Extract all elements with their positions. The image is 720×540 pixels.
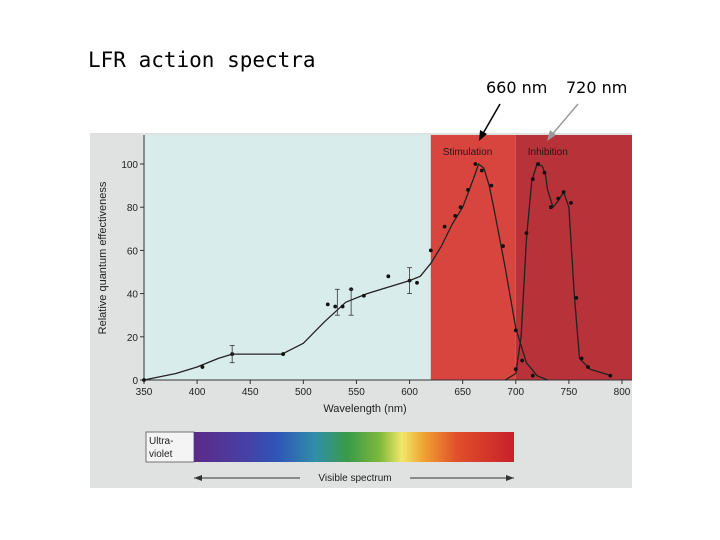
- series-2-point: [574, 296, 579, 300]
- series-2-point: [556, 196, 561, 201]
- x-tick-label: 550: [348, 387, 365, 398]
- series-2-point: [542, 170, 547, 175]
- x-tick-label: 750: [561, 387, 578, 398]
- series-1-line: [143, 163, 548, 381]
- x-axis-title: Wavelength (nm): [323, 403, 406, 415]
- arrow-720nm: [549, 103, 579, 138]
- series-1-point: [473, 162, 478, 166]
- series-1-point: [325, 302, 330, 307]
- arrow-660nm: [480, 103, 501, 138]
- series-1-point: [466, 188, 470, 192]
- series-1-point: [200, 365, 205, 369]
- series-1-point: [479, 168, 484, 173]
- series-2-point: [608, 373, 613, 378]
- series-1-point: [333, 304, 338, 309]
- x-tick-label: 700: [507, 387, 524, 398]
- series-1-point: [520, 358, 525, 363]
- x-tick-label: 800: [614, 387, 631, 398]
- visible-spectrum-label: Visible spectrum: [318, 473, 391, 484]
- series-1-point: [428, 248, 433, 253]
- x-tick-label: 650: [454, 387, 471, 398]
- visible-label-bg: [300, 469, 410, 485]
- uv-band: [145, 431, 195, 463]
- arrow-720nm-head: [547, 130, 556, 141]
- arrow-right-head: [506, 475, 514, 481]
- y-tick-label: 80: [127, 203, 139, 214]
- series-1-point: [340, 304, 345, 309]
- series-2-point: [579, 356, 584, 361]
- y-axis-title: Relative quantum effectiveness: [97, 181, 109, 334]
- x-tick-label: 350: [136, 387, 153, 398]
- series-2-point: [513, 367, 518, 372]
- series-1-point: [501, 244, 505, 248]
- series-1-point: [281, 352, 286, 356]
- uv-label-line2: violet: [149, 449, 173, 460]
- y-tick-label: 60: [127, 246, 139, 257]
- x-tick-label: 400: [189, 387, 206, 398]
- series-2-point: [548, 205, 553, 210]
- series-2-point: [524, 231, 529, 236]
- region-inhibition: [515, 135, 632, 380]
- x-tick-label: 600: [401, 387, 418, 398]
- arrow-left-head: [194, 475, 202, 481]
- label-720nm: 720 nm: [566, 78, 628, 97]
- series-2-point: [536, 162, 540, 166]
- series-1-point: [530, 373, 535, 378]
- visible-spectrum-band: [194, 432, 514, 462]
- region-label-inhibition: Inhibition: [528, 147, 568, 158]
- y-tick-label: 100: [121, 160, 138, 171]
- series-1-point: [513, 328, 518, 333]
- series-1-point: [489, 183, 494, 188]
- x-tick-label: 500: [295, 387, 312, 398]
- region-label-stimulation: Stimulation: [443, 147, 492, 158]
- series-1-point: [415, 280, 419, 285]
- series-2-point: [530, 177, 535, 182]
- series-1-point: [453, 213, 458, 218]
- series-2-point: [586, 365, 590, 369]
- slide-title: LFR action spectra: [88, 48, 316, 72]
- y-tick-label: 20: [127, 333, 139, 344]
- region-stimulation: [430, 135, 516, 380]
- series-1-point: [386, 274, 391, 279]
- series-2-point: [561, 190, 566, 194]
- series-1-point: [142, 378, 146, 382]
- arrow-660nm-head: [479, 130, 487, 141]
- x-tick-label: 450: [242, 387, 259, 398]
- y-tick-label: 0: [132, 376, 138, 387]
- series-1-point: [442, 224, 447, 229]
- y-tick-label: 40: [127, 290, 139, 301]
- series-1-point: [458, 205, 463, 210]
- series-1-point: [361, 293, 366, 298]
- label-660nm: 660 nm: [486, 78, 548, 97]
- uv-label-line1: Ultra-: [149, 436, 173, 447]
- series-2-line: [504, 163, 612, 381]
- series-2-point: [569, 200, 573, 205]
